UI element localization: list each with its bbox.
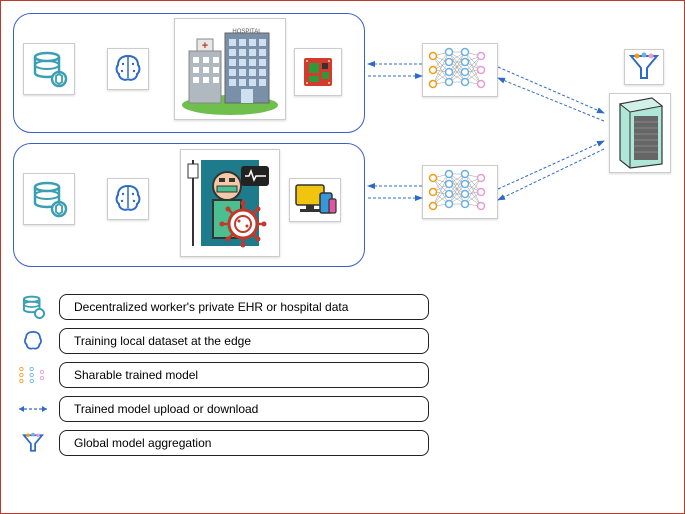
db-icon-2 <box>23 173 75 225</box>
legend-text: Decentralized worker's private EHR or ho… <box>59 294 429 320</box>
diagram-canvas: + HOSPITAL <box>0 0 685 514</box>
legend-text: Trained model upload or download <box>59 396 429 422</box>
brain-icon <box>107 48 149 90</box>
funnel-icon-legend <box>15 429 51 457</box>
legend-row-db: Decentralized worker's private EHR or ho… <box>15 293 429 321</box>
legend-row-brain: Training local dataset at the edge <box>15 327 429 355</box>
db-icon <box>23 43 75 95</box>
legend: Decentralized worker's private EHR or ho… <box>15 293 429 463</box>
server-icon <box>609 93 671 173</box>
legend-text: Sharable trained model <box>59 362 429 388</box>
db-icon-legend <box>15 293 51 321</box>
svg-text:HOSPITAL: HOSPITAL <box>232 29 262 35</box>
chip-icon <box>294 48 342 96</box>
brain-icon-legend <box>15 327 51 355</box>
nn-icon-legend <box>15 361 51 389</box>
legend-text: Global model aggregation <box>59 430 429 456</box>
legend-row-arrow: Trained model upload or download <box>15 395 429 423</box>
hospital-icon: + HOSPITAL <box>174 18 286 120</box>
monitor-icon <box>289 178 341 222</box>
legend-row-funnel: Global model aggregation <box>15 429 429 457</box>
legend-text: Training local dataset at the edge <box>59 328 429 354</box>
arrow-icon-legend <box>15 395 51 423</box>
brain-icon-2 <box>107 178 149 220</box>
svg-text:+: + <box>202 40 208 52</box>
funnel-icon <box>624 49 664 85</box>
nn-icon-bottom <box>422 165 498 219</box>
nn-icon-top <box>422 43 498 97</box>
legend-row-nn: Sharable trained model <box>15 361 429 389</box>
patient-icon <box>180 149 280 257</box>
